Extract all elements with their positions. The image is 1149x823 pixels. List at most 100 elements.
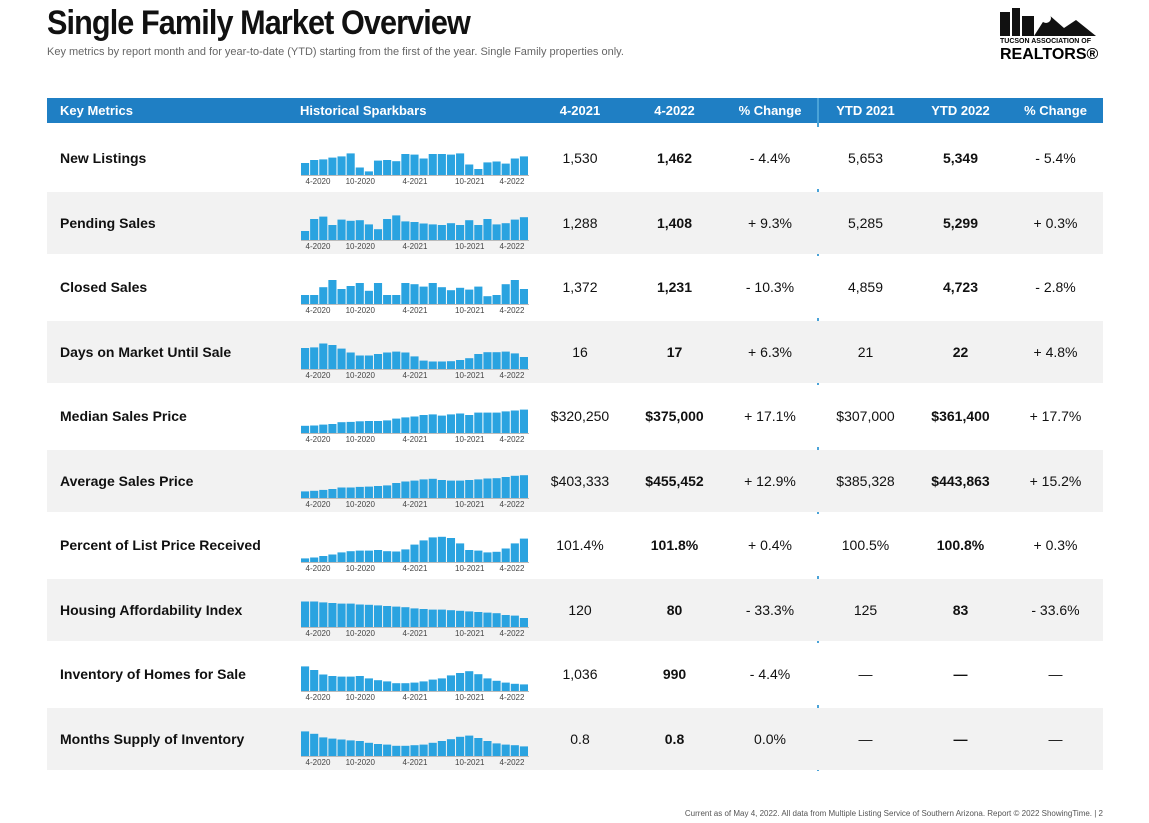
table-row: Pending Sales 1,288 1,408 + 9.3% 5,285 5,299 +… xyxy=(47,191,1103,254)
sparkbar xyxy=(419,681,428,691)
sparkbar xyxy=(456,224,465,240)
sparkbar xyxy=(301,490,310,498)
table-row: Months Supply of Inventory 0.8 0.8 0.0% — — — 4… xyxy=(47,707,1103,770)
metric-label: Closed Sales xyxy=(60,279,148,295)
table-cell: $385,328 xyxy=(836,472,895,489)
table-cell: + 9.3% xyxy=(748,214,792,231)
sparkbar xyxy=(510,158,519,175)
sparkbar xyxy=(474,611,483,627)
table-cell: 0.8 xyxy=(664,730,685,747)
sparkbar xyxy=(510,683,519,691)
sparkbar xyxy=(410,607,419,627)
sparkbar xyxy=(428,478,437,498)
sparkbar xyxy=(310,346,319,369)
sparkbar xyxy=(328,424,337,433)
sparkbar-label: 4-2022 xyxy=(500,693,525,702)
sparkbars: 4-2020 10-2020 4-2021 10-2021 4-2022 xyxy=(301,153,529,186)
sparkbar xyxy=(383,551,392,562)
sparkbar-label: 4-2021 xyxy=(403,629,428,638)
sparkbar xyxy=(364,742,373,756)
title: Single Family Market Overview xyxy=(47,4,471,42)
table-cell: 1,231 xyxy=(656,279,693,295)
sparkbar xyxy=(519,617,528,627)
sparkbar xyxy=(519,289,528,304)
sparkbar-label: 10-2020 xyxy=(346,242,376,251)
sparkbar xyxy=(474,674,483,691)
table-cell: + 0.3% xyxy=(1033,537,1078,553)
sparkbar xyxy=(474,224,483,240)
table-row: Inventory of Homes for Sale 1,036 990 - 4.4… xyxy=(47,643,1103,705)
sparkbar xyxy=(310,490,319,498)
sparkbar xyxy=(501,476,510,498)
sparkbar-label: 4-2022 xyxy=(500,371,525,380)
sparkbar xyxy=(337,552,346,562)
sparkbar xyxy=(474,353,483,369)
sparkbar xyxy=(456,153,465,175)
sparkbar xyxy=(419,744,428,756)
metric-label: Days on Market Until Sale xyxy=(60,343,232,360)
sparkbar xyxy=(483,296,492,304)
sparkbar-label: 4-2022 xyxy=(500,177,525,186)
sparkbar xyxy=(301,295,310,304)
sparkbar xyxy=(392,482,401,498)
table-cell: 5,299 xyxy=(942,214,979,231)
sparkbar xyxy=(474,737,483,756)
sparkbar xyxy=(456,413,465,433)
sparkbar xyxy=(501,351,510,369)
sparkbar xyxy=(492,612,501,627)
sparkbar xyxy=(319,674,328,691)
sparkbar xyxy=(419,158,428,175)
sparkbar-label: 4-2022 xyxy=(500,564,525,573)
sparkbar xyxy=(319,489,328,498)
sparkbar-label: 10-2021 xyxy=(455,758,485,767)
metric-label: Average Sales Price xyxy=(60,472,194,489)
table-cell: - 4.4% xyxy=(749,150,791,166)
sparkbar xyxy=(446,738,456,756)
sparkbar xyxy=(474,412,483,433)
sparkbar xyxy=(437,740,446,756)
sparkbar xyxy=(437,415,446,433)
sparkbar xyxy=(401,220,410,240)
sparkbar xyxy=(446,480,456,498)
sparkbar xyxy=(446,609,456,627)
sparkbar xyxy=(501,744,510,756)
sparkbar xyxy=(456,359,465,369)
sparkbar xyxy=(337,676,346,691)
sparkbar xyxy=(446,360,456,369)
sparkbar xyxy=(301,425,310,433)
sparkbar xyxy=(319,424,328,433)
sparkbar xyxy=(346,551,355,562)
table-cell: 101.4% xyxy=(556,537,604,553)
sparkbar xyxy=(483,478,492,498)
sparkbar xyxy=(383,605,392,627)
footer: Current as of May 4, 2022. All data from… xyxy=(684,809,1103,818)
sparkbar xyxy=(337,739,346,756)
sparkbar xyxy=(465,735,474,756)
column-header: 4-2022 xyxy=(654,103,695,118)
sparkbar xyxy=(373,160,383,175)
sparkbar xyxy=(355,167,364,175)
metric-label: Inventory of Homes for Sale xyxy=(60,666,246,682)
table-cell: 0.0% xyxy=(754,730,786,747)
sparkbar xyxy=(364,171,373,175)
sparkbar xyxy=(465,671,474,691)
sparkbar xyxy=(355,604,364,627)
sparkbar xyxy=(428,609,437,627)
sparkbar xyxy=(373,283,383,304)
table-cell: 5,285 xyxy=(847,214,884,231)
sparkbar xyxy=(474,169,483,175)
sparkbar xyxy=(492,223,501,240)
sparkbar xyxy=(301,558,310,562)
sparkbar-label: 10-2020 xyxy=(346,500,376,509)
table-cell: $403,333 xyxy=(550,472,610,489)
table-cell: $443,863 xyxy=(931,472,990,489)
sparkbar xyxy=(519,538,528,562)
sparkbar xyxy=(446,222,456,240)
table-cell: 5,653 xyxy=(847,150,884,166)
sparkbar xyxy=(410,544,419,562)
sparkbar xyxy=(364,290,373,304)
sparkbar xyxy=(419,608,428,627)
sparkbars: 4-2020 10-2020 4-2021 10-2021 4-2022 xyxy=(301,214,529,251)
table-cell: 100.8% xyxy=(936,537,985,553)
sparkbar xyxy=(383,295,392,304)
